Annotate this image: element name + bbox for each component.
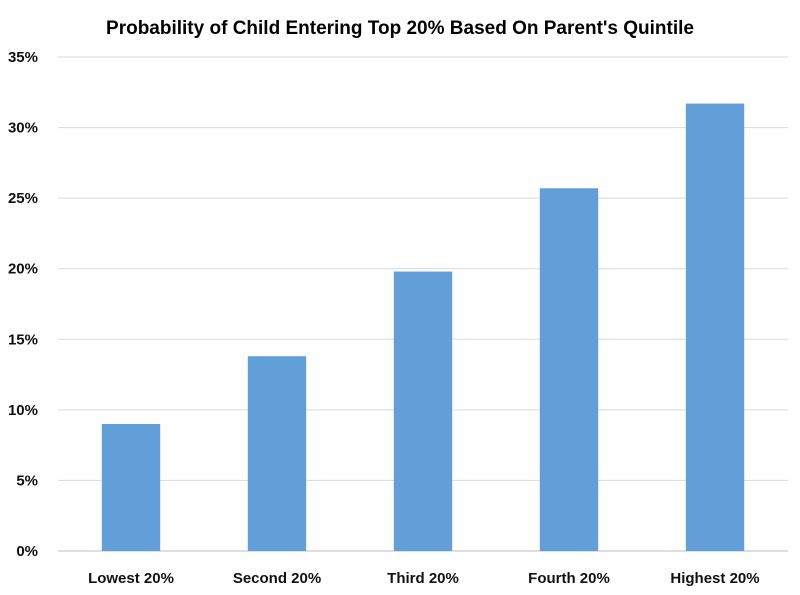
bar-highest-20 [685,103,745,551]
x-category-label: Fourth 20% [528,570,610,587]
bar-third-20 [393,271,453,551]
x-category-label: Second 20% [233,570,321,587]
x-category-label: Highest 20% [670,570,759,587]
y-tick-label: 25% [8,190,38,207]
x-axis-categories: Lowest 20% Second 20% Third 20% Fourth 20% H… [88,570,760,587]
bar-fourth-20 [539,188,599,551]
y-axis-ticks: 0% 5% 10% 15% 20% 25% 30% 35% [8,49,38,560]
bar-lowest-20 [101,423,161,551]
y-tick-label: 0% [16,543,38,560]
y-tick-label: 35% [8,49,38,66]
y-tick-label: 15% [8,331,38,348]
y-tick-label: 20% [8,261,38,278]
bar-second-20 [247,356,307,551]
chart-title: Probability of Child Entering Top 20% Ba… [106,18,694,39]
y-tick-label: 30% [8,120,38,137]
bars [101,103,745,551]
y-tick-label: 5% [16,472,38,489]
x-category-label: Third 20% [387,570,459,587]
y-tick-label: 10% [8,402,38,419]
x-category-label: Lowest 20% [88,570,174,587]
